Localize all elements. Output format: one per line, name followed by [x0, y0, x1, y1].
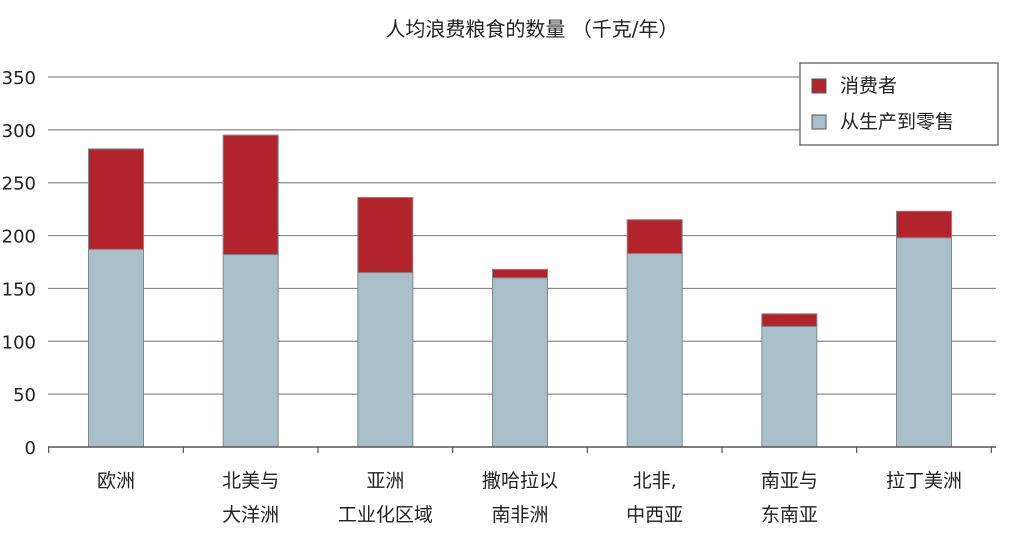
x-tick-label: 大洋洲	[222, 504, 279, 526]
x-tick-label: 中西亚	[626, 504, 683, 526]
x-tick-label: 工业化区域	[338, 504, 433, 526]
bar-segment	[761, 325, 818, 448]
x-tick-label: 北美与	[222, 470, 279, 492]
y-tick-label: 50	[13, 385, 36, 406]
legend-label: 从生产到零售	[840, 111, 954, 133]
y-tick-label: 150	[2, 279, 36, 300]
legend-swatch	[811, 114, 827, 130]
bar-segment	[896, 237, 952, 448]
bar-segment	[88, 148, 144, 250]
y-tick-label: 250	[2, 174, 36, 195]
bar-segment	[492, 277, 548, 448]
chart-title: 人均浪费粮食的数量 （千克/年）	[385, 17, 678, 41]
y-tick-label: 350	[2, 68, 36, 89]
legend-box	[799, 62, 999, 146]
x-tick-label: 欧洲	[97, 470, 135, 492]
bar-segment	[357, 272, 414, 448]
bar-segment	[761, 313, 818, 327]
bar-segment	[222, 254, 279, 448]
y-tick-label: 100	[2, 332, 36, 353]
legend-label: 消费者	[840, 75, 897, 97]
bar-segment	[896, 210, 952, 239]
x-tick-label: 北非,	[633, 470, 677, 492]
bar-segment	[357, 197, 414, 274]
bar-segment	[88, 248, 144, 448]
bars	[88, 134, 952, 448]
x-tick-label: 亚洲	[366, 470, 404, 492]
x-tick-label: 拉丁美洲	[886, 470, 962, 492]
x-tick-label: 东南亚	[761, 504, 818, 526]
x-tick-label: 撒哈拉以	[482, 470, 558, 492]
x-tick-label: 南非洲	[491, 504, 548, 526]
y-tick-label: 200	[2, 227, 36, 248]
y-tick-label: 0	[25, 438, 36, 459]
bar-segment	[222, 134, 279, 256]
bar-segment	[626, 219, 683, 255]
y-tick-label: 300	[2, 121, 36, 142]
bar-segment	[492, 268, 548, 279]
legend-swatch	[811, 78, 827, 94]
bar-segment	[626, 253, 683, 448]
x-tick-label: 南亚与	[761, 470, 818, 492]
